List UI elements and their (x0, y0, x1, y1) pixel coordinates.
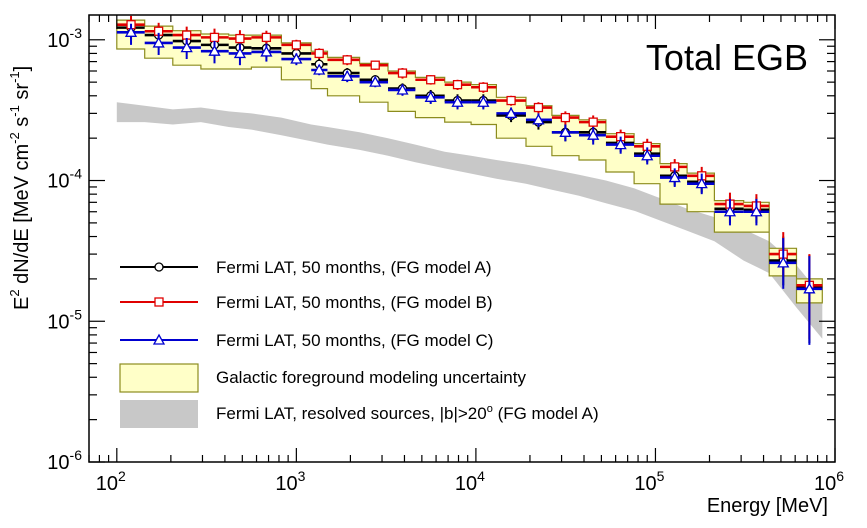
legend-label-part: (FG model A) (493, 404, 599, 423)
data-series (116, 15, 823, 345)
legend-label-sup: o (487, 403, 493, 415)
data-point (313, 63, 326, 75)
y-axis-label-sup: -1 (7, 71, 22, 83)
legend-label: Fermi LAT, 50 months, (FG model C) (216, 331, 493, 350)
legend-item-model-a: Fermi LAT, 50 months, (FG model A) (120, 258, 492, 277)
data-point (559, 125, 572, 137)
axis-ticks (88, 15, 836, 463)
data-point (290, 52, 303, 64)
data-point (235, 33, 245, 44)
plot-frame (88, 14, 836, 463)
data-point (668, 171, 681, 183)
data-point (641, 149, 654, 161)
data-point (560, 112, 571, 123)
data-point (124, 25, 138, 37)
legend-label: Fermi LAT, 50 months, (FG model B) (216, 293, 492, 312)
data-point (261, 32, 272, 43)
data-point (209, 32, 220, 43)
y-axis-label-part: E (11, 297, 33, 310)
y-axis-label-sup: -2 (7, 132, 22, 144)
legend-label: Galactic foreground modeling uncertainty (216, 368, 526, 387)
y-tick-label: 10-5 (47, 306, 82, 333)
legend-label-part: Fermi LAT, resolved sources, |b|>20 (216, 404, 487, 423)
x-tick-label: 106 (814, 468, 844, 495)
data-point (477, 95, 490, 107)
data-point (314, 48, 324, 59)
data-point (587, 128, 600, 140)
data-point (777, 256, 790, 268)
legend: Fermi LAT, 50 months, (FG model A) Fermi… (119, 258, 599, 428)
data-point (291, 40, 302, 50)
legend-square-marker (154, 297, 164, 307)
legend-item-model-b: Fermi LAT, 50 months, (FG model B) (120, 293, 492, 312)
data-point (452, 79, 463, 90)
legend-swatch (119, 363, 199, 393)
data-point (424, 90, 437, 102)
legend-triangle-marker (152, 333, 166, 345)
y-axis-label: E2 dN/dE [MeV cm-2 s-1 sr-1] (7, 66, 33, 310)
data-point (260, 45, 273, 57)
data-point (233, 47, 247, 59)
data-point (588, 117, 598, 127)
data-point (750, 205, 763, 217)
resolved-sources-band (116, 102, 823, 339)
x-tick-label: 105 (634, 468, 664, 495)
x-tick-label: 104 (455, 468, 485, 495)
data-point (614, 138, 627, 150)
axis-tick-labels: 102 103 104 105 106 10-6 10-5 10-4 10-3 (47, 25, 844, 495)
data-point (342, 55, 352, 65)
data-point (532, 113, 545, 125)
data-point (396, 83, 409, 95)
legend-label: Fermi LAT, 50 months, (FG model A) (216, 258, 492, 277)
y-axis-label-sup: -1 (7, 105, 22, 117)
y-axis-label-part: ] (11, 66, 33, 72)
data-point (478, 82, 488, 92)
data-point (341, 69, 354, 81)
data-point (369, 75, 382, 87)
legend-circle-marker (154, 262, 164, 272)
y-axis-label-part: dN/dE [MeV cm (11, 144, 33, 290)
data-point (504, 107, 518, 119)
y-tick-label: 10-4 (47, 166, 82, 193)
data-point (803, 282, 816, 294)
data-point (506, 95, 516, 106)
legend-item-fg-uncertainty: Galactic foreground modeling uncertainty (119, 363, 526, 393)
y-axis-label-part: s (11, 117, 33, 133)
data-point (180, 41, 193, 53)
legend-item-resolved-sources: Fermi LAT, resolved sources, |b|>20o (FG… (120, 400, 599, 428)
y-tick-label: 10-3 (47, 25, 82, 52)
series-triangle (116, 23, 823, 345)
x-axis-label: Energy [MeV] (707, 495, 828, 517)
x-tick-label: 103 (275, 468, 305, 495)
data-point (533, 102, 544, 113)
data-point (451, 95, 464, 107)
legend-swatch (120, 400, 198, 428)
y-axis-label-part: sr (11, 83, 33, 106)
y-tick-label: 10-6 (47, 447, 82, 474)
legend-item-model-c: Fermi LAT, 50 months, (FG model C) (120, 331, 493, 350)
data-point (426, 75, 436, 85)
y-axis-label-sup: 2 (7, 289, 22, 296)
legend-label: Fermi LAT, resolved sources, |b|>20o (FG… (216, 403, 599, 423)
data-point (152, 36, 165, 48)
x-tick-label: 102 (96, 468, 126, 495)
data-point (370, 60, 380, 70)
data-point (182, 30, 192, 40)
data-point (695, 177, 708, 189)
chart-title: Total EGB (646, 37, 808, 78)
data-point (723, 205, 737, 217)
data-point (208, 44, 221, 56)
data-point (397, 68, 408, 78)
